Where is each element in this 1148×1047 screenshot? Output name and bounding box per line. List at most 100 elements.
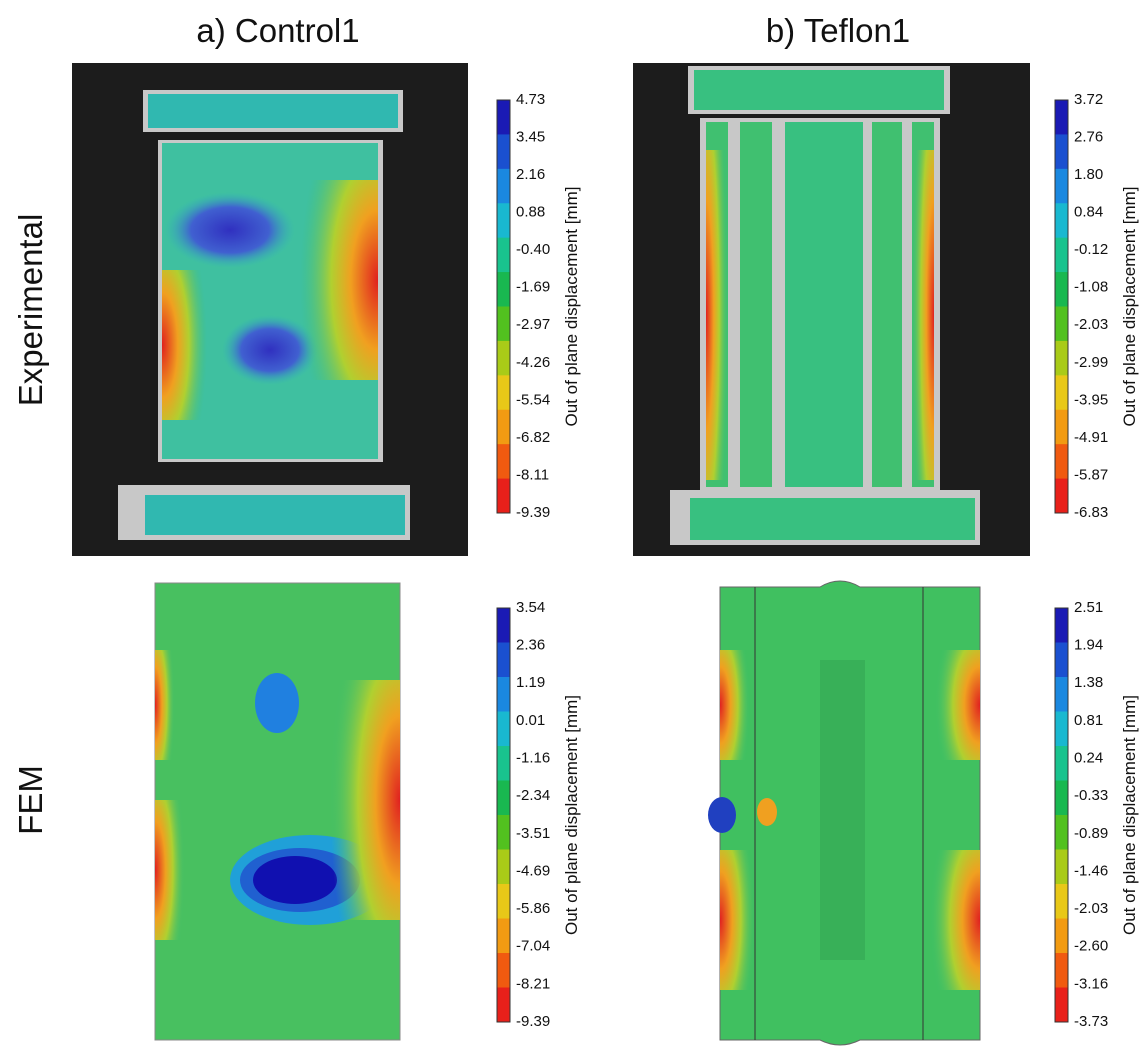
colorbar-tick-label: -9.39 — [516, 1013, 550, 1030]
colorbar-segment — [497, 918, 510, 954]
colorbar-segment — [1055, 780, 1068, 816]
colorbar-tick-label: 1.38 — [1074, 674, 1103, 691]
colorbar-segment — [497, 815, 510, 850]
colorbar-tick-label: -8.11 — [516, 466, 549, 483]
colorbar-tick-label: -1.46 — [1074, 862, 1108, 879]
colorbar-segment — [1055, 203, 1068, 239]
colorbar-segment — [1055, 272, 1068, 307]
colorbar-segment — [1055, 237, 1068, 273]
colorbar-tick-label: -2.97 — [516, 316, 550, 333]
colorbar-tick-label: -2.99 — [1074, 354, 1108, 371]
colorbar-segment — [497, 409, 510, 445]
colorbar-tick-label: -5.87 — [1074, 466, 1108, 483]
column-title: b) Teflon1 — [766, 12, 910, 49]
colorbar-tick-label: -2.60 — [1074, 938, 1108, 955]
colorbar-segment — [497, 134, 510, 170]
colorbar-segment — [1055, 375, 1068, 411]
colorbar-tick-label: -1.16 — [516, 750, 550, 767]
colorbar-segment — [1055, 642, 1068, 678]
colorbar-segment — [497, 746, 510, 781]
colorbar-tick-label: -6.83 — [1074, 504, 1108, 521]
colorbar-segment — [497, 306, 510, 342]
colorbar-segment — [497, 780, 510, 816]
colorbar-frame — [1054, 99, 1069, 514]
colorbar-label: Out of plane displacement [mm] — [1120, 695, 1139, 935]
colorbar-segment — [497, 642, 510, 678]
column-title: a) Control1 — [196, 12, 359, 49]
colorbar-tick-label: 0.01 — [516, 712, 545, 729]
colorbar-label: Out of plane displacement [mm] — [562, 186, 581, 426]
colorbar-segment — [497, 340, 510, 376]
colorbar-label: Out of plane displacement [mm] — [562, 695, 581, 935]
colorbar-segment — [497, 100, 510, 135]
colorbar-tick-label: -0.12 — [1074, 241, 1108, 258]
colorbar-segment — [497, 444, 510, 480]
colorbar-tick-label: -2.03 — [1074, 316, 1108, 333]
colorbar-tick-label: 3.45 — [516, 129, 545, 146]
colorbar-segment — [497, 953, 510, 988]
colorbar-tick-label: -2.34 — [516, 787, 550, 804]
colorbar-tick-label: 0.81 — [1074, 712, 1103, 729]
colorbar-label: Out of plane displacement [mm] — [1120, 186, 1139, 426]
colorbar-tick-label: -0.89 — [1074, 825, 1108, 842]
colorbar-tick-label: -4.91 — [1074, 429, 1108, 446]
colorbar-tick-label: 3.72 — [1074, 91, 1103, 108]
colorbar-segment — [1055, 444, 1068, 480]
colorbar-segment — [497, 168, 510, 204]
colorbar-tick-label: 2.76 — [1074, 129, 1103, 146]
colorbar-segment — [497, 203, 510, 239]
colorbar-segment — [497, 884, 510, 919]
colorbar-segment — [1055, 168, 1068, 204]
colorbar-segment — [1055, 478, 1068, 514]
colorbar-tick-label: 1.94 — [1074, 637, 1103, 654]
colorbar-frame — [496, 99, 511, 514]
experimental-control-image — [72, 63, 468, 556]
colorbar-tick-label: -3.16 — [1074, 975, 1108, 992]
colorbar-tick-label: 3.54 — [516, 599, 545, 616]
colorbar-tick-label: -6.82 — [516, 429, 550, 446]
colorbar-tick-label: -0.33 — [1074, 787, 1108, 804]
colorbar-tick-label: 2.51 — [1074, 599, 1103, 616]
colorbar-tick-label: -5.54 — [516, 391, 550, 408]
colorbar-segment — [497, 237, 510, 273]
colorbar-segment — [497, 711, 510, 747]
colorbar-frame — [1054, 607, 1069, 1023]
colorbar-segment — [1055, 849, 1068, 885]
colorbar-segment — [1055, 134, 1068, 170]
colorbar-segment — [1055, 746, 1068, 781]
colorbar-tick-label: -7.04 — [516, 938, 550, 955]
row-label: Experimental — [12, 214, 49, 407]
colorbar-frame — [496, 607, 511, 1023]
colorbar-tick-label: -4.26 — [516, 354, 550, 371]
colorbar-tick-label: -1.08 — [1074, 279, 1108, 296]
colorbar-tick-label: 1.19 — [516, 674, 545, 691]
colorbar-segment — [1055, 711, 1068, 747]
colorbar-segment — [1055, 100, 1068, 135]
colorbar-segment — [1055, 815, 1068, 850]
colorbar-segment — [1055, 987, 1068, 1023]
colorbar-segment — [1055, 884, 1068, 919]
colorbar-segment — [1055, 677, 1068, 712]
colorbar-segment — [1055, 918, 1068, 954]
colorbar-tick-label: 0.24 — [1074, 750, 1103, 767]
colorbar-segment — [497, 849, 510, 885]
colorbar-tick-label: 0.84 — [1074, 204, 1103, 221]
colorbar-tick-label: -8.21 — [516, 975, 550, 992]
colorbar-tick-label: -3.73 — [1074, 1013, 1108, 1030]
colorbar-tick-label: 1.80 — [1074, 166, 1103, 183]
colorbar-tick-label: 2.16 — [516, 166, 545, 183]
colorbar-tick-label: 2.36 — [516, 637, 545, 654]
colorbar-segment — [497, 478, 510, 514]
row-label: FEM — [12, 765, 49, 835]
colorbar-tick-label: -1.69 — [516, 279, 550, 296]
colorbar-tick-label: 0.88 — [516, 204, 545, 221]
colorbar-segment — [1055, 340, 1068, 376]
colorbar-tick-label: 4.73 — [516, 91, 545, 108]
colorbar-segment — [497, 375, 510, 411]
fem-teflon-model — [708, 580, 981, 1046]
colorbar-segment — [1055, 306, 1068, 342]
colorbar-segment — [1055, 953, 1068, 988]
colorbar-segment — [497, 608, 510, 643]
colorbar-tick-label: -9.39 — [516, 504, 550, 521]
